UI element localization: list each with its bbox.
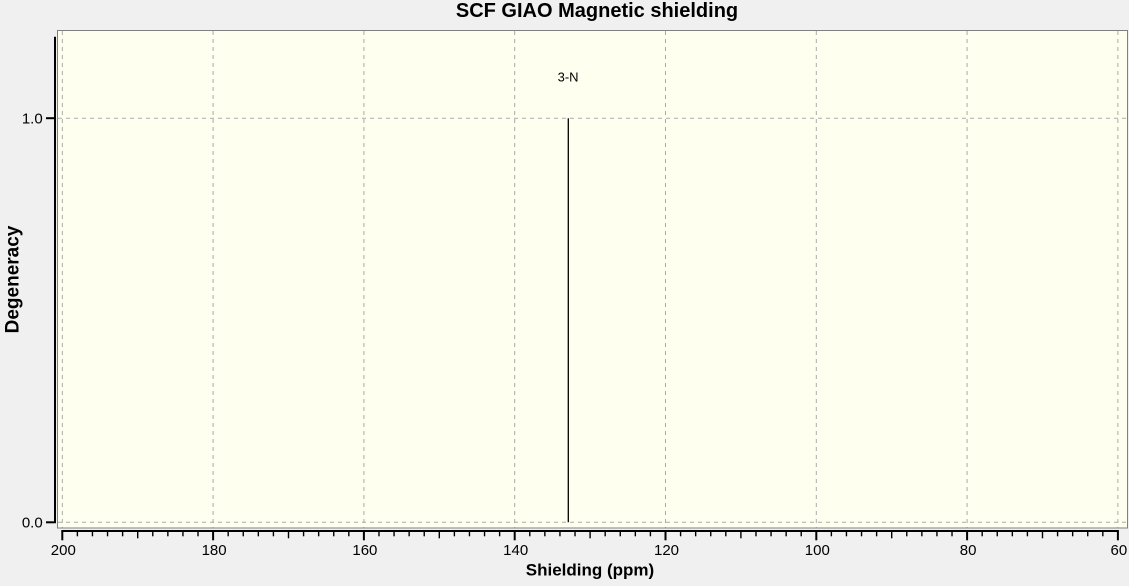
svg-text:SCF GIAO Magnetic shielding: SCF GIAO Magnetic shielding — [456, 0, 738, 22]
svg-text:80: 80 — [960, 542, 977, 559]
svg-text:1.0: 1.0 — [22, 110, 43, 127]
svg-text:140: 140 — [503, 542, 528, 559]
svg-text:Shielding (ppm): Shielding (ppm) — [526, 560, 654, 579]
svg-text:0.0: 0.0 — [22, 515, 43, 532]
svg-text:160: 160 — [352, 542, 377, 559]
svg-text:120: 120 — [654, 542, 679, 559]
svg-text:200: 200 — [51, 542, 76, 559]
svg-text:Degeneracy: Degeneracy — [3, 225, 24, 333]
svg-text:60: 60 — [1111, 542, 1128, 559]
svg-text:3-N: 3-N — [558, 69, 579, 84]
svg-text:180: 180 — [202, 542, 227, 559]
svg-text:100: 100 — [805, 542, 830, 559]
